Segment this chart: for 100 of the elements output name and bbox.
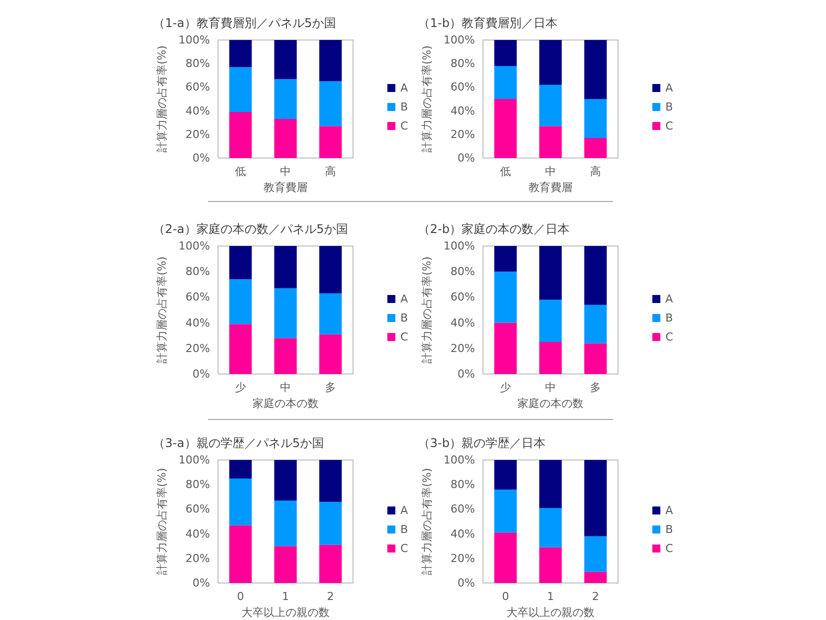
y-tick-label: 20% (450, 128, 475, 141)
bar (319, 40, 342, 82)
y-axis-title: 計算力層の占有率(%) (156, 256, 169, 364)
y-tick-label: 0% (458, 368, 475, 380)
bar (584, 536, 607, 572)
legend-label: A (665, 82, 674, 94)
y-tick-label: 40% (186, 527, 210, 540)
bar (319, 544, 342, 583)
x-tick-label: 2 (327, 590, 334, 603)
y-tick-label: 60% (186, 290, 210, 304)
y-tick-label: 100% (178, 240, 210, 252)
bar (494, 322, 517, 374)
y-tick-label: 20% (186, 342, 210, 355)
chart-title: （1-a）教育費層別／パネル5か国 (153, 16, 336, 30)
bar (494, 532, 517, 583)
bar (319, 334, 342, 374)
x-axis-title: 教育費層 (528, 181, 572, 194)
legend-label: B (665, 312, 673, 324)
bar (274, 546, 297, 583)
bar (584, 246, 607, 305)
legend-label: B (400, 523, 408, 536)
bar (494, 66, 517, 99)
y-tick-label: 0% (458, 576, 475, 590)
y-axis-title: 計算力層の占有率(%) (156, 468, 169, 576)
y-axis-title: 計算力層の占有率(%) (156, 45, 169, 153)
bar (494, 272, 517, 323)
legend-label: A (665, 504, 674, 517)
x-axis-title: 家庭の本の数 (252, 397, 318, 410)
y-tick-label: 80% (186, 57, 210, 70)
bar (274, 246, 297, 288)
y-axis-title: 計算力層の占有率(%) (420, 45, 434, 153)
legend-label: C (665, 542, 674, 555)
bar (539, 126, 562, 158)
bar (319, 460, 342, 502)
x-axis-title: 教育費層 (264, 181, 308, 194)
bar (274, 288, 297, 338)
bar (319, 502, 342, 545)
bar (229, 279, 252, 324)
legend-label: A (665, 292, 674, 306)
y-tick-label: 80% (450, 57, 475, 70)
bar (584, 343, 607, 374)
bar (229, 40, 252, 68)
y-tick-label: 80% (450, 478, 475, 492)
y-tick-label: 80% (186, 478, 210, 492)
x-tick-label: 高 (590, 165, 601, 178)
x-tick-label: 多 (325, 381, 336, 394)
legend-label: B (665, 523, 673, 536)
y-tick-label: 40% (450, 316, 475, 330)
y-tick-label: 60% (186, 80, 210, 94)
bar (274, 40, 297, 79)
y-tick-label: 60% (186, 502, 210, 516)
y-tick-label: 20% (450, 342, 475, 355)
legend-label: C (400, 330, 408, 344)
x-tick-label: 少 (500, 381, 511, 394)
bar (584, 304, 607, 344)
bar (274, 119, 297, 158)
bar (584, 572, 607, 583)
y-tick-label: 40% (186, 104, 210, 118)
legend-label: B (400, 312, 408, 324)
y-tick-label: 0% (192, 368, 210, 380)
x-axis-title: 家庭の本の数 (518, 397, 584, 410)
legend-label: A (400, 82, 408, 94)
bar (229, 246, 252, 280)
y-tick-label: 80% (186, 265, 210, 278)
y-tick-label: 0% (192, 152, 210, 164)
bar (539, 342, 562, 374)
y-axis-title: 計算力層の占有率(%) (420, 256, 434, 364)
bar (539, 84, 562, 126)
chart-title: （2-b）家庭の本の数／日本 (418, 222, 570, 236)
bar (539, 547, 562, 583)
bar (584, 138, 607, 158)
y-tick-label: 40% (450, 527, 475, 540)
bar (494, 246, 517, 272)
y-tick-label: 60% (450, 80, 475, 94)
y-tick-label: 20% (450, 552, 475, 565)
y-tick-label: 20% (186, 552, 210, 565)
y-tick-label: 100% (444, 34, 475, 46)
bar (229, 525, 252, 583)
x-tick-label: 1 (282, 590, 289, 603)
legend-label: B (400, 100, 408, 114)
x-tick-label: 低 (235, 165, 246, 178)
chart-title: （2-a）家庭の本の数／パネル5か国 (153, 222, 348, 236)
bar (229, 460, 252, 478)
x-tick-label: 中 (545, 381, 556, 394)
x-tick-label: 中 (280, 381, 291, 394)
bar (584, 40, 607, 99)
legend-label: A (400, 504, 408, 517)
legend-label: C (665, 120, 674, 132)
x-tick-label: 2 (592, 590, 599, 603)
bar (539, 460, 562, 508)
bar (494, 40, 517, 66)
x-tick-label: 多 (590, 381, 601, 394)
bar (274, 338, 297, 374)
y-tick-label: 100% (444, 454, 475, 466)
bar (539, 300, 562, 342)
bar (539, 246, 562, 300)
y-tick-label: 40% (450, 104, 475, 118)
bar (539, 40, 562, 85)
y-axis-title: 計算力層の占有率(%) (420, 468, 434, 576)
chart-title: （3-a）親の学歴／パネル5か国 (153, 436, 324, 450)
